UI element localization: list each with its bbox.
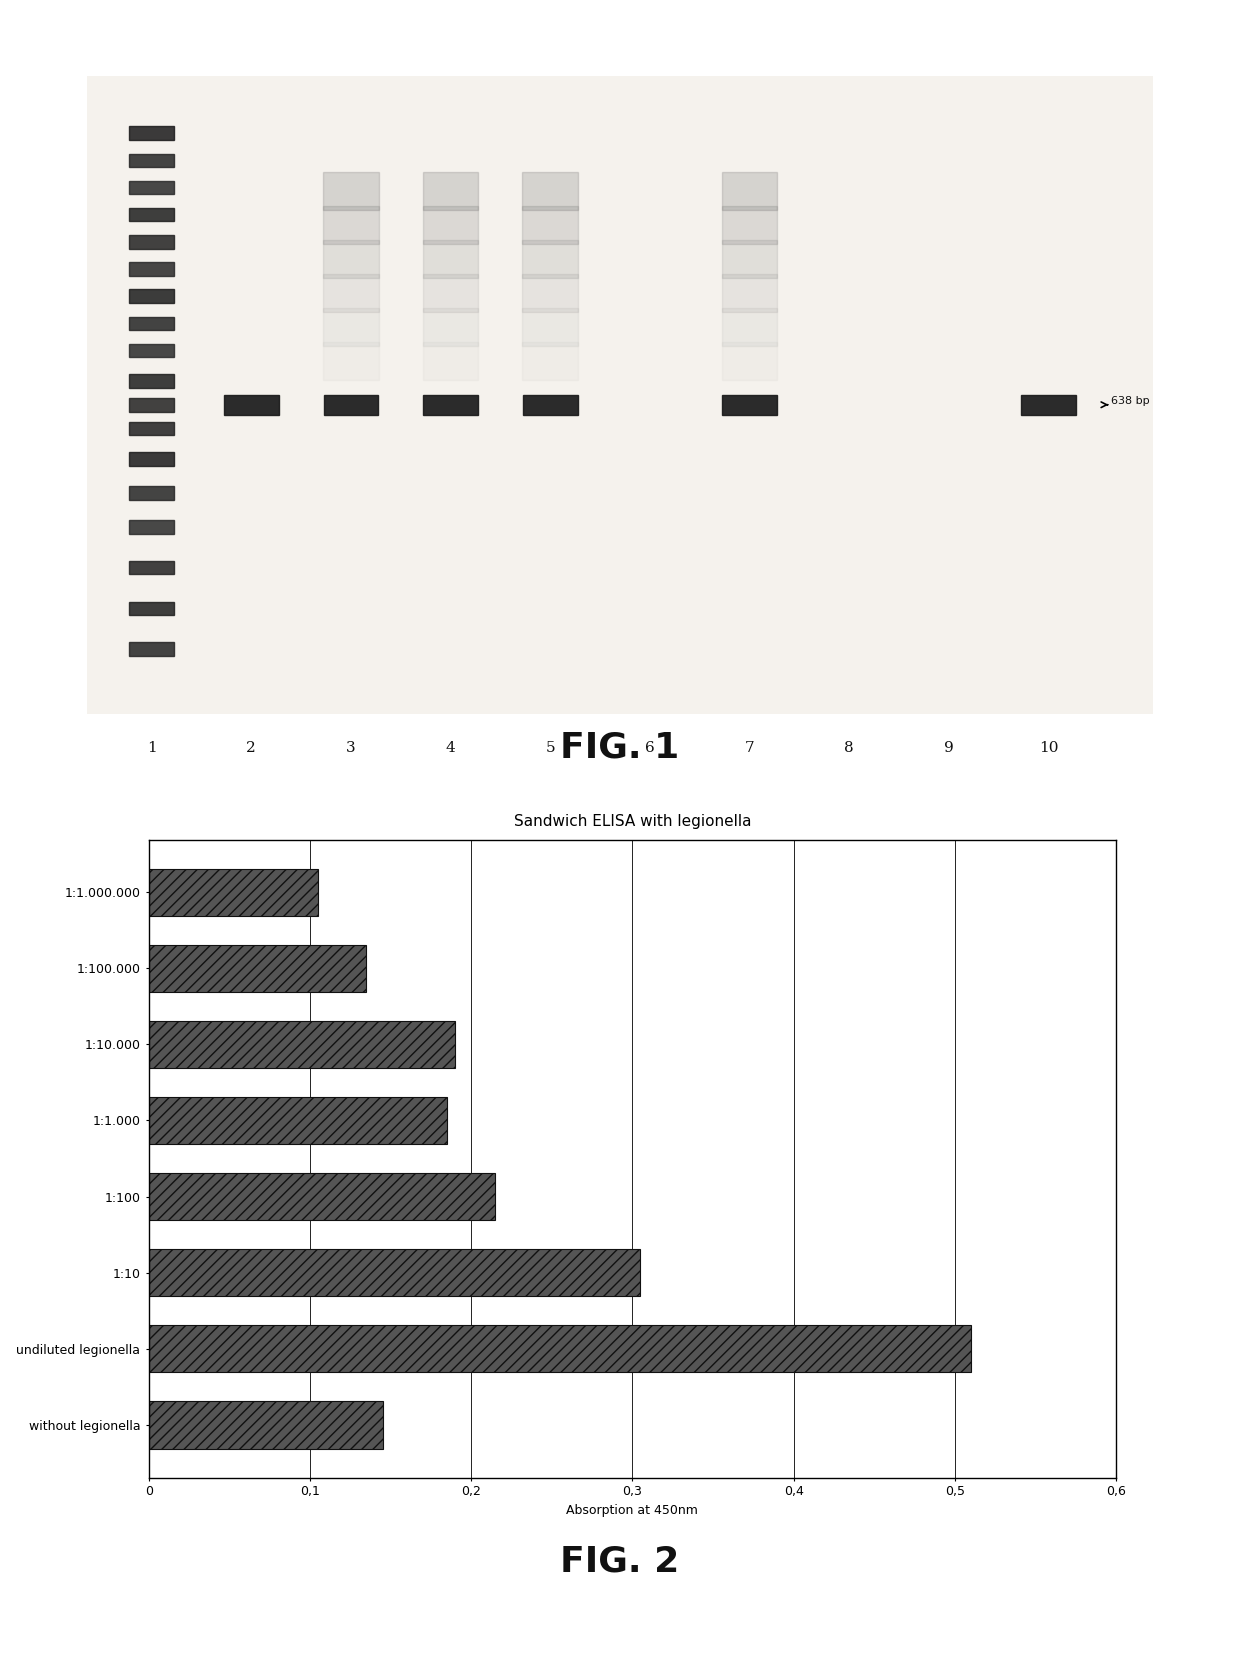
Bar (129, 317, 174, 331)
Bar (423, 395, 477, 415)
Bar (522, 274, 578, 312)
Bar (129, 421, 174, 435)
Bar (722, 307, 777, 346)
Bar (149, 1096, 446, 1143)
Bar (129, 374, 174, 388)
Bar (129, 452, 174, 465)
Bar (129, 561, 174, 574)
Text: 5: 5 (546, 740, 556, 756)
Title: Sandwich ELISA with legionella: Sandwich ELISA with legionella (513, 814, 751, 829)
Bar (322, 341, 378, 379)
Bar (722, 395, 777, 415)
Bar (322, 274, 378, 312)
Bar (149, 1174, 496, 1221)
Bar (149, 1402, 382, 1449)
Bar (129, 126, 174, 139)
Text: 10: 10 (1039, 740, 1058, 756)
Text: 3: 3 (346, 740, 356, 756)
Bar (129, 601, 174, 615)
Bar (129, 643, 174, 656)
Bar (149, 1325, 971, 1372)
Bar (129, 520, 174, 534)
Bar (322, 171, 378, 210)
Bar (322, 207, 378, 243)
Text: 7: 7 (745, 740, 754, 756)
Bar (224, 395, 279, 415)
Bar (322, 240, 378, 277)
Bar (522, 307, 578, 346)
Bar (522, 341, 578, 379)
Bar (423, 171, 479, 210)
Text: FIG. 1: FIG. 1 (560, 730, 680, 764)
Text: 4: 4 (445, 740, 455, 756)
Bar (722, 274, 777, 312)
Text: FIG. 2: FIG. 2 (560, 1545, 680, 1578)
Bar (423, 307, 479, 346)
Bar (129, 181, 174, 195)
Text: 638 bp: 638 bp (1111, 396, 1149, 406)
Bar (129, 262, 174, 275)
Bar (129, 398, 174, 411)
Bar (722, 240, 777, 277)
Text: 6: 6 (645, 740, 655, 756)
Bar (149, 1249, 641, 1296)
Bar (324, 395, 378, 415)
X-axis label: Absorption at 450nm: Absorption at 450nm (567, 1504, 698, 1516)
Bar (423, 341, 479, 379)
Text: 2: 2 (247, 740, 257, 756)
Bar (423, 274, 479, 312)
Bar (129, 344, 174, 358)
Text: 1: 1 (146, 740, 156, 756)
Bar (149, 945, 367, 992)
Bar (1022, 395, 1076, 415)
Bar (423, 207, 479, 243)
Bar (129, 153, 174, 168)
Bar (722, 341, 777, 379)
Bar (149, 1021, 455, 1068)
Bar (722, 171, 777, 210)
Bar (129, 235, 174, 248)
Bar (522, 171, 578, 210)
Bar (522, 207, 578, 243)
Bar (129, 487, 174, 500)
Bar (522, 240, 578, 277)
Bar (322, 307, 378, 346)
Text: 9: 9 (944, 740, 954, 756)
Bar (129, 289, 174, 302)
Bar (722, 207, 777, 243)
Bar (423, 240, 479, 277)
Text: 8: 8 (844, 740, 854, 756)
Bar (129, 208, 174, 222)
Bar (149, 868, 317, 915)
Bar (523, 395, 578, 415)
